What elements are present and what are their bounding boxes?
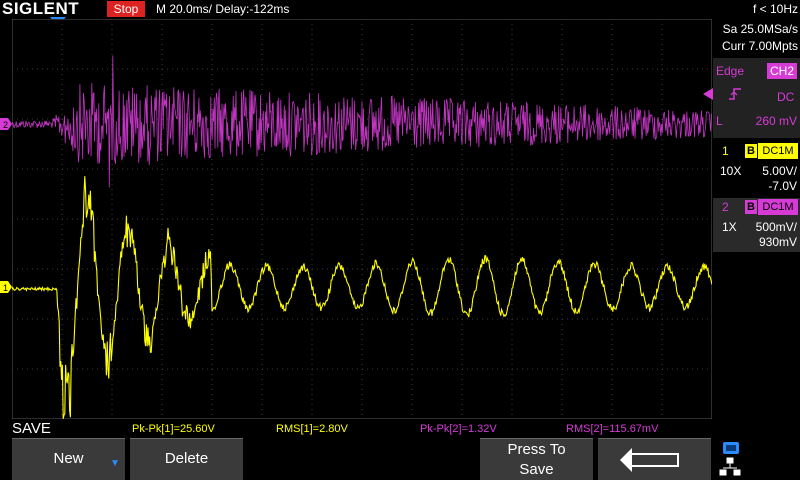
new-button-label: New bbox=[53, 450, 84, 467]
ch1-offset: -7.0V bbox=[768, 179, 797, 193]
trigger-level: 260 mV bbox=[755, 114, 797, 128]
ch1-offset-marker[interactable]: 1 bbox=[0, 281, 12, 293]
ch1-coupling: DC1M bbox=[758, 143, 798, 159]
ch1-trace-path bbox=[12, 176, 712, 419]
ch2-waveform bbox=[12, 55, 712, 188]
usb-storage-icon bbox=[723, 442, 739, 454]
return-button[interactable] bbox=[598, 438, 711, 480]
delete-button[interactable] bbox=[130, 438, 243, 480]
waveform-display[interactable] bbox=[12, 19, 712, 419]
ch1-probe: 10X bbox=[720, 164, 742, 178]
svg-text:2: 2 bbox=[3, 120, 8, 130]
measurement-ch1-rms: RMS[1]=2.80V bbox=[276, 423, 348, 435]
save-button-label-line1: Press To bbox=[507, 441, 566, 458]
chevron-down-icon: ▼ bbox=[110, 458, 120, 469]
trigger-coupling: DC bbox=[777, 90, 795, 104]
return-arrow-icon bbox=[620, 448, 679, 472]
ch1-number: 1 bbox=[722, 144, 729, 158]
brand-logo: SIGLENT bbox=[2, 0, 80, 18]
trigger-source: CH2 bbox=[767, 63, 797, 79]
run-stop-indicator[interactable]: Stop bbox=[107, 1, 145, 17]
frequency-counter: f < 10Hz bbox=[752, 2, 798, 16]
status-icons bbox=[719, 442, 741, 476]
ch2-offset-marker[interactable]: 2 bbox=[0, 118, 12, 130]
graticule bbox=[12, 19, 712, 419]
rising-edge-icon bbox=[729, 88, 741, 100]
ch2-number: 2 bbox=[722, 200, 729, 214]
sample-rate: Sa 25.0MSa/s bbox=[722, 22, 798, 36]
svg-text:1: 1 bbox=[3, 283, 8, 293]
ch1-scale: 5.00V/ bbox=[762, 164, 797, 178]
ch2-trace-path bbox=[12, 55, 712, 188]
measurement-ch2-pkpk: Pk-Pk[2]=1.32V bbox=[420, 423, 497, 435]
ch2-coupling: DC1M bbox=[758, 199, 798, 215]
ch2-probe: 1X bbox=[722, 220, 737, 234]
timebase-readout[interactable]: M 20.0ms/ Delay:-122ms bbox=[156, 2, 290, 16]
delete-button-label: Delete bbox=[164, 450, 209, 467]
ch2-bw-limit: B bbox=[745, 200, 757, 214]
ch1-bw-limit: B bbox=[745, 144, 757, 158]
press-to-save-button[interactable] bbox=[480, 438, 593, 480]
measurement-ch1-pkpk: Pk-Pk[1]=25.60V bbox=[132, 423, 215, 435]
ch2-scale: 500mV/ bbox=[755, 220, 797, 234]
trigger-level-marker[interactable] bbox=[703, 88, 713, 100]
trigger-mode: Edge bbox=[716, 64, 745, 78]
measurement-ch2-rms: RMS[2]=115.67mV bbox=[566, 423, 659, 435]
new-button[interactable] bbox=[12, 438, 125, 480]
trigger-level-label: L bbox=[716, 114, 723, 128]
network-icon bbox=[719, 457, 741, 476]
memory-depth: Curr 7.00Mpts bbox=[721, 39, 798, 53]
ch1-waveform bbox=[12, 176, 712, 419]
top-status-bar bbox=[0, 0, 800, 18]
menu-title: SAVE bbox=[12, 420, 51, 437]
save-button-label-line2: Save bbox=[519, 461, 554, 478]
ch2-offset: 930mV bbox=[758, 235, 797, 249]
